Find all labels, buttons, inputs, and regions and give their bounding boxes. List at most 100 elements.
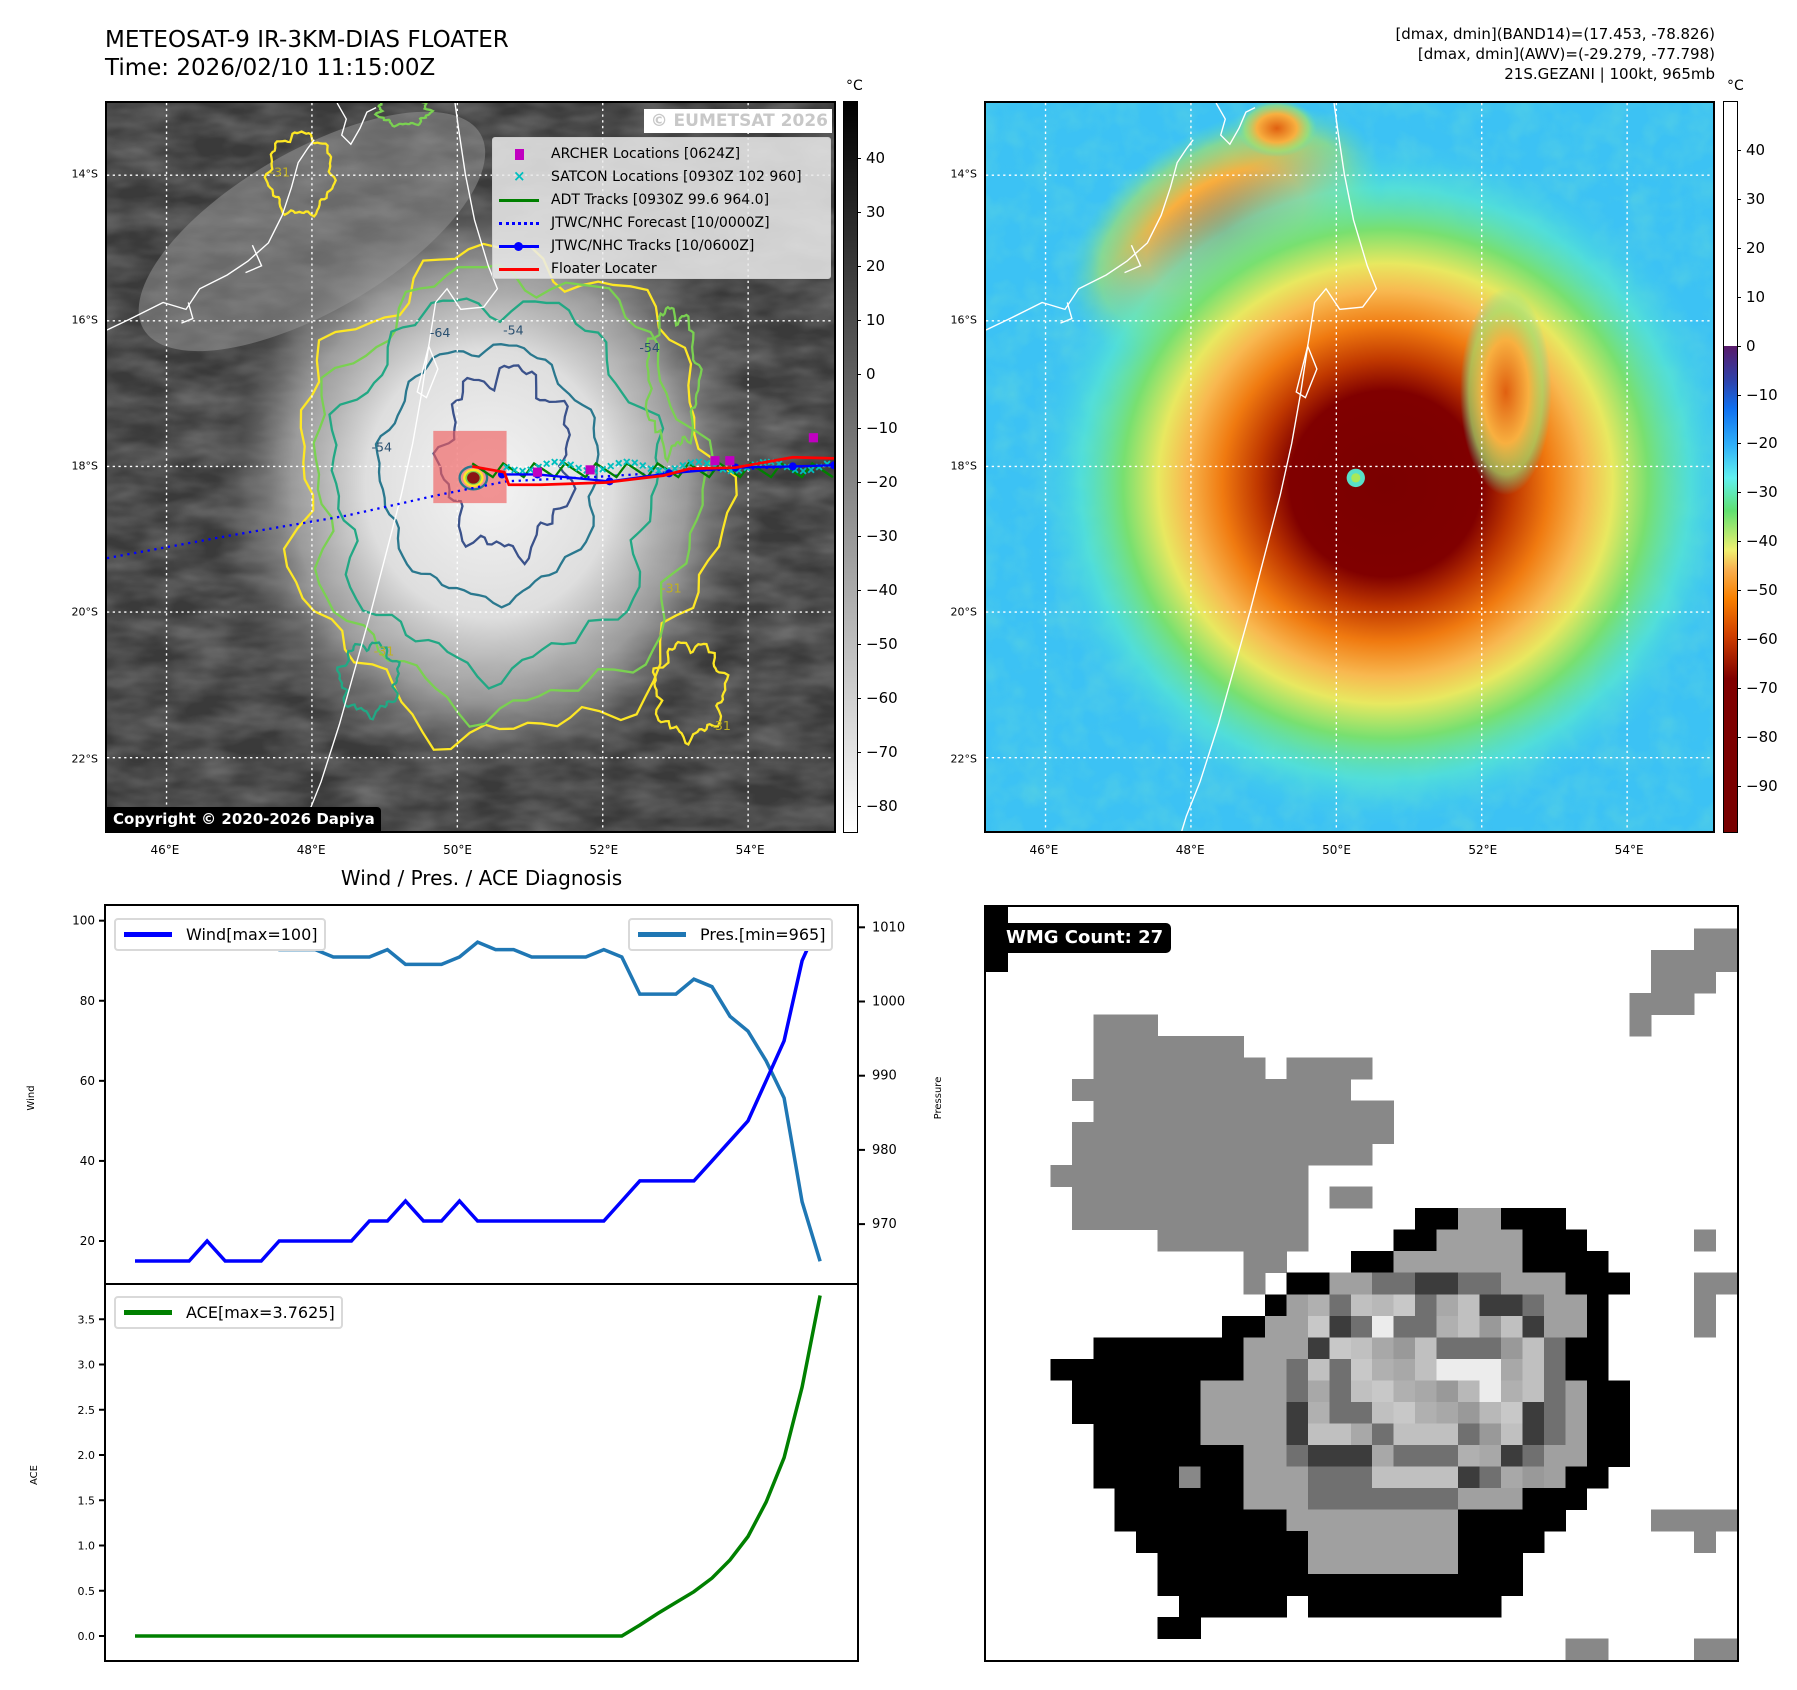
wmg-cell: [1436, 1552, 1459, 1575]
satcon-marker: [679, 461, 687, 469]
square-marker-icon: [499, 147, 539, 161]
wmg-cell: [1114, 1466, 1137, 1489]
contour-line: [282, 242, 738, 751]
satcon-marker: [615, 459, 623, 467]
wmg-cell: [1458, 1595, 1480, 1618]
wmg-cell: [1157, 1573, 1180, 1596]
wmg-cell: [1179, 1100, 1202, 1123]
wind-line: [135, 919, 822, 1263]
ir-colorbar-tick: 10: [856, 311, 886, 329]
wmg-cell: [1522, 1294, 1545, 1317]
wmg-cell: [1114, 1100, 1137, 1123]
wmg-cell: [1415, 1208, 1438, 1231]
wmg-cell: [1415, 1423, 1438, 1446]
wmg-cell: [1565, 1251, 1588, 1274]
wmg-cell: [1415, 1595, 1438, 1618]
wmg-cell: [1651, 950, 1674, 972]
wmg-cell: [1543, 1401, 1566, 1424]
wmg-cell: [1264, 1423, 1287, 1446]
wmg-cell: [1372, 1487, 1395, 1510]
wmg-cell: [1243, 1079, 1266, 1102]
wmg-cell: [1286, 1057, 1309, 1080]
wmg-cell: [1307, 1530, 1330, 1553]
wmg-cell: [1114, 1014, 1137, 1037]
wmg-cell: [1329, 1530, 1352, 1553]
satcon-marker: [519, 467, 527, 475]
wmg-cell: [1157, 1100, 1180, 1123]
wmg-cell: [1329, 1466, 1352, 1489]
ace-legend: ACE[max=3.7625]: [114, 1296, 343, 1329]
wmg-cell: [1479, 1466, 1502, 1489]
wmg-cell: [1093, 1337, 1116, 1360]
ace-tick-label: 2.0: [78, 1449, 96, 1462]
wmg-cell: [1479, 1444, 1502, 1467]
wmg-cell: [1543, 1487, 1566, 1510]
pressure-tick-label: 1010: [872, 920, 905, 935]
wmg-cell: [1543, 1337, 1566, 1360]
wmg-cell: [1286, 1294, 1309, 1317]
wmg-cell: [1093, 1100, 1116, 1123]
legend-label: JTWC/NHC Forecast [10/0000Z]: [551, 214, 770, 231]
awv-color-map: [984, 101, 1715, 833]
wmg-cell: [1672, 993, 1695, 1016]
legend-label: JTWC/NHC Tracks [10/0600Z]: [551, 237, 755, 254]
wmg-cell: [1500, 1208, 1523, 1231]
wmg-cell: [1222, 1401, 1244, 1424]
wmg-cell: [1393, 1444, 1416, 1467]
wmg-cell: [1222, 1229, 1244, 1252]
awv-colorbar-tick: −90: [1737, 776, 1778, 795]
wmg-cell: [1114, 1079, 1137, 1102]
wmg-cell: [1264, 1251, 1287, 1274]
wmg-cell: [1372, 1272, 1395, 1295]
wmg-cell: [1393, 1595, 1416, 1618]
wmg-cell: [1436, 1229, 1459, 1252]
wmg-cell: [1093, 1186, 1116, 1209]
wmg-cell: [1458, 1401, 1480, 1424]
wmg-cell: [1243, 1208, 1266, 1231]
wmg-cell: [1500, 1401, 1523, 1424]
wmg-cell: [1329, 1509, 1352, 1532]
wmg-cell: [1286, 1337, 1309, 1360]
wmg-cell: [1393, 1466, 1416, 1489]
wmg-cell: [1307, 1122, 1330, 1145]
wmg-cell: [1672, 950, 1695, 972]
contour-label: -31: [374, 644, 395, 659]
wmg-cell: [1179, 1487, 1202, 1510]
wmg-cell: [1200, 1595, 1223, 1618]
wmg-cell: [1307, 1401, 1330, 1424]
contour-label: -54: [503, 323, 524, 338]
storm-stats: [dmax, dmin](BAND14)=(17.453, -78.826) […: [1395, 24, 1715, 84]
wmg-cell: [1350, 1530, 1373, 1553]
lat-tick-label: 20°S: [71, 605, 98, 619]
wmg-cell: [1393, 1272, 1416, 1295]
wmg-cell: [1393, 1251, 1416, 1274]
wmg-cell: [1264, 1315, 1287, 1338]
wmg-cell: [1715, 950, 1737, 972]
wmg-cell: [1350, 1294, 1373, 1317]
wmg-cell: [1436, 1294, 1459, 1317]
wmg-cell: [1393, 1552, 1416, 1575]
wmg-cell: [1157, 1616, 1180, 1639]
wmg-cell: [1093, 1079, 1116, 1102]
wmg-cell: [1200, 1423, 1223, 1446]
wmg-cell: [1243, 1358, 1266, 1381]
contour-label: -54: [639, 340, 660, 355]
lat-tick-label: 18°S: [950, 459, 977, 473]
wmg-cell: [1500, 1272, 1523, 1295]
lat-tick-label: 16°S: [71, 313, 98, 327]
wmg-cell: [1393, 1530, 1416, 1553]
wmg-cell: [1286, 1165, 1309, 1188]
contour-line: [373, 103, 435, 128]
wmg-cell: [1350, 1444, 1373, 1467]
contour-line: [336, 641, 401, 721]
wmg-cell: [1222, 1208, 1244, 1231]
wmg-cell: [1243, 1380, 1266, 1403]
line-dot-icon: [499, 239, 539, 253]
wmg-cell: [1458, 1294, 1480, 1317]
wmg-cell: [1222, 1509, 1244, 1532]
wmg-cell: [1586, 1466, 1609, 1489]
wmg-cell: [1715, 1272, 1737, 1295]
wmg-cell: [1157, 1036, 1180, 1059]
ace-tick-label: 0.5: [78, 1585, 96, 1598]
satcon-marker: [655, 467, 663, 475]
